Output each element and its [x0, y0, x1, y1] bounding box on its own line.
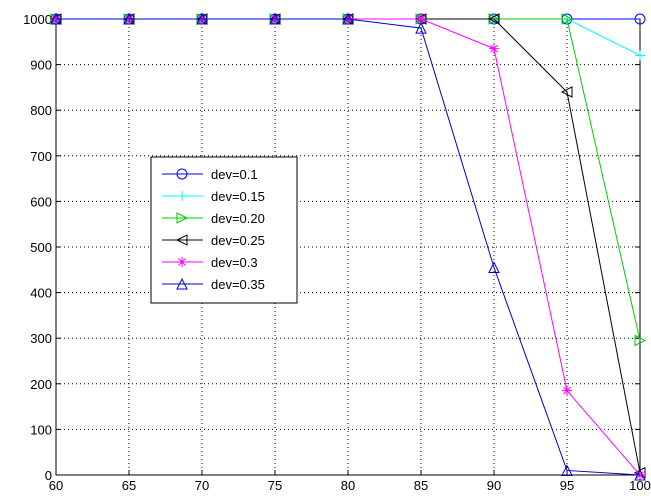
legend-item: dev=0.35	[162, 277, 265, 292]
data-point-marker	[177, 191, 187, 201]
legend-label: dev=0.3	[211, 255, 258, 270]
legend-item: dev=0.1	[162, 167, 258, 182]
data-point-marker	[560, 86, 573, 98]
legend-label: dev=0.35	[211, 277, 265, 292]
data-point-marker	[176, 212, 189, 224]
y-tick-label: 200	[30, 377, 52, 392]
data-point-marker	[123, 12, 135, 25]
legend: dev=0.1 dev=0.15 dev=0.20 dev=0.25 dev=0.3 de…	[150, 156, 298, 304]
legend-label: dev=0.20	[211, 211, 265, 226]
data-point-marker	[176, 277, 188, 290]
data-point-marker	[175, 234, 188, 246]
x-tick-label: 100	[629, 478, 651, 493]
data-point-marker	[196, 12, 208, 25]
y-tick-label: 0	[45, 468, 52, 483]
data-point-marker	[634, 468, 646, 481]
x-tick-label: 80	[341, 478, 355, 493]
data-point-marker	[50, 12, 62, 25]
data-point-marker	[635, 50, 645, 61]
x-tick-label: 95	[560, 478, 574, 493]
data-point-marker	[415, 22, 427, 34]
x-tick-label: 85	[414, 478, 428, 493]
data-point-marker	[487, 13, 500, 25]
legend-item: dev=0.25	[162, 233, 265, 248]
legend-item: dev=0.20	[162, 211, 265, 226]
legend-label: dev=0.25	[211, 233, 265, 248]
y-tick-label: 800	[30, 103, 52, 118]
y-tick-label: 700	[30, 149, 52, 164]
legend-box	[150, 156, 298, 304]
y-tick-label: 500	[30, 240, 52, 255]
y-tick-label: 1000	[23, 12, 52, 27]
y-tick-label: 400	[30, 286, 52, 301]
data-point-marker	[342, 12, 354, 25]
data-point-marker	[177, 257, 187, 267]
series-line	[56, 18, 641, 476]
series-group	[49, 12, 647, 481]
y-tick-label: 100	[30, 422, 52, 437]
legend-label: dev=0.15	[211, 189, 265, 204]
y-tick-label: 300	[30, 331, 52, 346]
series-dev=0.35	[50, 12, 646, 481]
data-point-marker	[634, 13, 646, 25]
y-tick-label: 900	[30, 58, 52, 73]
legend-label: dev=0.1	[211, 167, 258, 182]
x-tick-label: 70	[195, 478, 209, 493]
data-point-marker	[416, 14, 426, 24]
data-point-marker	[562, 385, 572, 396]
data-point-marker	[634, 334, 647, 347]
data-point-marker	[489, 43, 499, 54]
data-point-marker	[561, 13, 574, 25]
data-point-marker	[176, 168, 188, 180]
x-tick-label: 65	[122, 478, 136, 493]
data-point-marker	[488, 261, 500, 274]
x-tick-label: 75	[268, 478, 282, 493]
x-tick-label: 60	[49, 478, 63, 493]
legend-item: dev=0.15	[162, 189, 265, 204]
data-point-marker	[561, 464, 573, 476]
data-point-marker	[269, 12, 281, 25]
x-tick-label: 90	[487, 478, 501, 493]
legend-item: dev=0.3	[162, 255, 258, 270]
y-tick-label: 600	[30, 194, 52, 209]
